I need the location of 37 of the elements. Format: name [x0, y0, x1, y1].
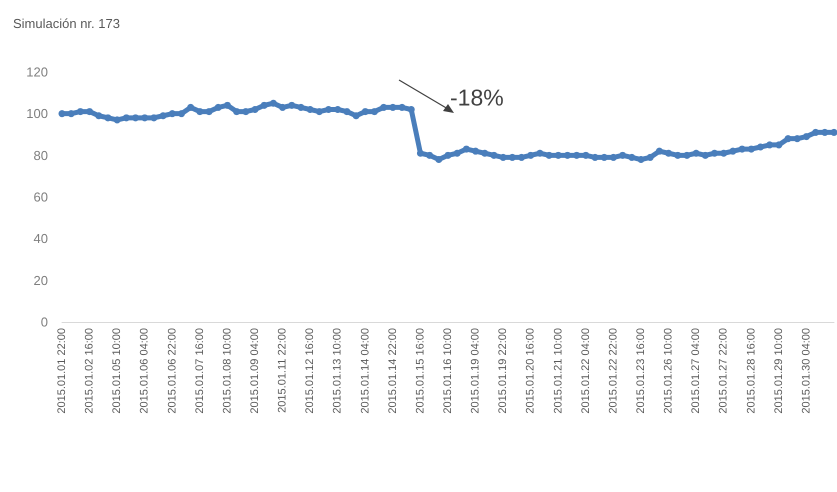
- y-tick-label: 60: [34, 190, 48, 204]
- y-tick-label: 100: [26, 106, 48, 122]
- x-tick-label: 2015.01.22 04:00: [580, 328, 592, 414]
- x-tick-label: 2015.01.13 10:00: [332, 328, 344, 414]
- y-tick-label: 80: [34, 148, 48, 163]
- x-tick-label: 2015.01.07 16:00: [194, 328, 206, 414]
- x-tick-label: 2015.01.20 16:00: [524, 328, 537, 414]
- x-tick-label: 2015.01.19 22:00: [497, 328, 510, 414]
- x-tick-label: 2015.01.29 10:00: [772, 328, 785, 414]
- x-tick-label: 2015.01.11 22:00: [276, 328, 289, 413]
- x-tick-label: 2015.01.27 22:00: [718, 328, 730, 414]
- y-tick-label: 20: [34, 272, 48, 288]
- x-tick-label: 2015.01.08 10:00: [221, 328, 234, 414]
- x-tick-label: 2015.01.14 22:00: [386, 328, 399, 414]
- x-tick-label: 2015.01.14 04:00: [359, 328, 372, 414]
- x-tick-label: 2015.01.16 10:00: [442, 328, 454, 414]
- x-tick-label: 2015.01.01 22:00: [56, 328, 68, 414]
- chart-title: Simulación nr. 173: [13, 16, 120, 31]
- y-tick-label: 0: [40, 314, 48, 330]
- annotation: -18%: [450, 84, 504, 110]
- x-tick-label: 2015.01.23 16:00: [635, 328, 647, 414]
- x-tick-label: 2015.01.27 04:00: [690, 328, 702, 414]
- x-tick-label: 2015.01.12 16:00: [304, 328, 316, 414]
- x-tick-label: 2015.01.02 16:00: [84, 328, 96, 414]
- x-tick-label: 2015.01.06 04:00: [138, 328, 151, 414]
- x-tick-label: 2015.01.22 22:00: [607, 328, 620, 414]
- x-tick-label: 2015.01.06 22:00: [166, 328, 178, 414]
- y-tick-label: 40: [34, 231, 48, 246]
- y-tick-label: 120: [26, 64, 48, 80]
- x-tick-label: 2015.01.26 10:00: [662, 328, 675, 414]
- x-tick-label: 2015.01.15 16:00: [414, 328, 426, 414]
- x-tick-label: 2015.01.09 04:00: [249, 328, 261, 414]
- x-tick-label: 2015.01.28 16:00: [745, 328, 758, 414]
- x-tick-label: 2015.01.19 04:00: [470, 328, 482, 414]
- x-tick-label: 2015.01.30 04:00: [800, 328, 812, 414]
- x-tick-label: 2015.01.05 10:00: [111, 328, 124, 414]
- x-tick-label: 2015.01.21 10:00: [552, 328, 564, 414]
